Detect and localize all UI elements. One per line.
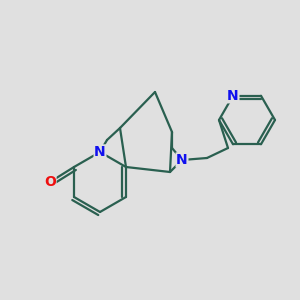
- Text: N: N: [176, 153, 188, 167]
- Text: N: N: [94, 145, 106, 159]
- Text: N: N: [227, 89, 239, 103]
- Text: O: O: [44, 175, 56, 189]
